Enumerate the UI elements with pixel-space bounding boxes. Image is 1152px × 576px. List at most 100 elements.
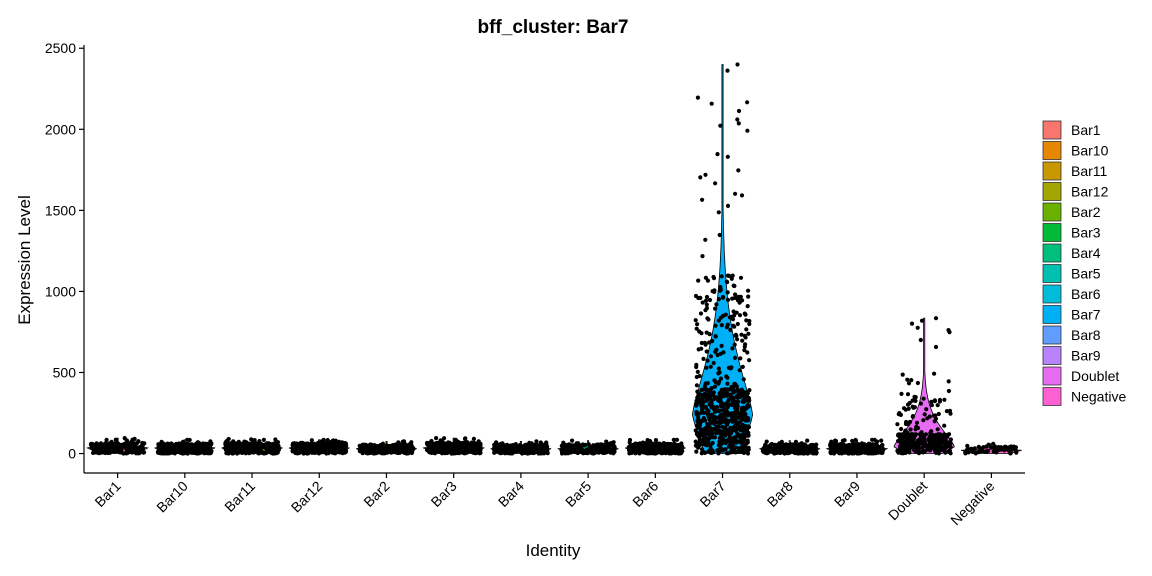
data-point [359, 443, 364, 448]
data-point [662, 445, 667, 450]
data-point [925, 416, 930, 421]
data-point [186, 446, 191, 451]
data-point [364, 450, 369, 456]
data-point [798, 444, 803, 449]
data-point [734, 407, 740, 412]
data-point [904, 419, 909, 425]
legend-label-bar5: Bar5 [1071, 266, 1101, 282]
data-point [672, 441, 677, 446]
data-point [697, 373, 702, 379]
data-point [849, 444, 854, 449]
violin-group-bar6 [625, 437, 686, 456]
data-point [455, 449, 460, 454]
data-point [734, 310, 739, 315]
data-point [711, 450, 716, 455]
data-point [703, 298, 709, 303]
data-point [828, 443, 833, 448]
data-point [531, 449, 536, 454]
data-point [907, 450, 912, 455]
data-point [699, 403, 704, 408]
violin-group-bar1 [86, 436, 149, 456]
violin-group-negative [960, 441, 1022, 456]
data-point [608, 450, 613, 455]
data-point [708, 354, 714, 359]
data-point [932, 371, 937, 376]
data-point [942, 443, 948, 448]
data-point [471, 448, 476, 453]
data-point [942, 397, 947, 402]
data-point [704, 387, 709, 392]
data-point [706, 438, 711, 443]
data-point [728, 366, 733, 371]
data-point [696, 278, 701, 283]
x-tick-label: Bar2 [360, 478, 392, 510]
data-point [947, 441, 952, 446]
data-point [736, 432, 742, 437]
data-point [739, 407, 744, 412]
data-point [180, 439, 186, 444]
data-point [716, 366, 721, 371]
legend-swatch-bar7 [1042, 305, 1062, 324]
data-point [996, 445, 1001, 450]
data-point [725, 388, 730, 393]
data-point [980, 446, 985, 451]
violin-group-bar11 [220, 436, 284, 456]
data-point [932, 419, 937, 424]
data-point [738, 294, 743, 299]
data-point [588, 444, 593, 450]
data-point [842, 438, 847, 443]
data-point [711, 276, 717, 281]
data-point [399, 442, 404, 448]
data-point [316, 450, 321, 455]
data-point [805, 438, 810, 443]
data-point [876, 445, 881, 450]
data-point [857, 448, 862, 453]
data-point [533, 442, 539, 447]
data-point [740, 338, 745, 343]
x-tick-label: Bar4 [495, 478, 527, 510]
data-point [716, 297, 722, 302]
axes: 0 500 1000 1500 2000 2500 Bar1 Bar10 Bar11 Bar12 B… [45, 40, 1025, 528]
data-point [720, 295, 726, 300]
data-point [713, 181, 718, 186]
data-point [582, 450, 587, 455]
legend-swatch-bar11 [1042, 161, 1062, 181]
data-point [929, 433, 934, 438]
data-point [696, 347, 701, 352]
data-point [696, 415, 701, 420]
data-point [134, 441, 139, 446]
data-point [745, 304, 750, 309]
data-point [268, 448, 273, 453]
legend-swatch-bar5 [1042, 264, 1062, 283]
data-point [695, 369, 700, 374]
data-point [103, 450, 108, 456]
data-point [718, 418, 723, 423]
data-point [311, 448, 316, 453]
data-point [275, 443, 280, 448]
data-point [640, 449, 645, 454]
data-point [698, 427, 704, 432]
data-point [729, 276, 734, 281]
data-point [112, 442, 117, 447]
data-point [725, 280, 730, 285]
data-point [747, 321, 752, 327]
data-point [745, 128, 750, 133]
data-point [464, 445, 469, 450]
data-point [719, 343, 724, 348]
data-point [698, 439, 703, 444]
data-point [709, 405, 714, 410]
data-point [502, 444, 507, 449]
x-tick-label: Bar12 [288, 478, 326, 516]
data-point [737, 313, 743, 318]
data-point [231, 444, 236, 449]
data-point [932, 398, 938, 403]
legend-swatch-doublet [1042, 366, 1062, 386]
data-point [525, 443, 530, 449]
data-point [159, 441, 165, 446]
data-point [200, 443, 205, 448]
data-point [450, 451, 455, 456]
data-point [164, 442, 169, 447]
data-point [733, 428, 738, 433]
data-point [253, 447, 258, 453]
data-point [706, 449, 711, 454]
